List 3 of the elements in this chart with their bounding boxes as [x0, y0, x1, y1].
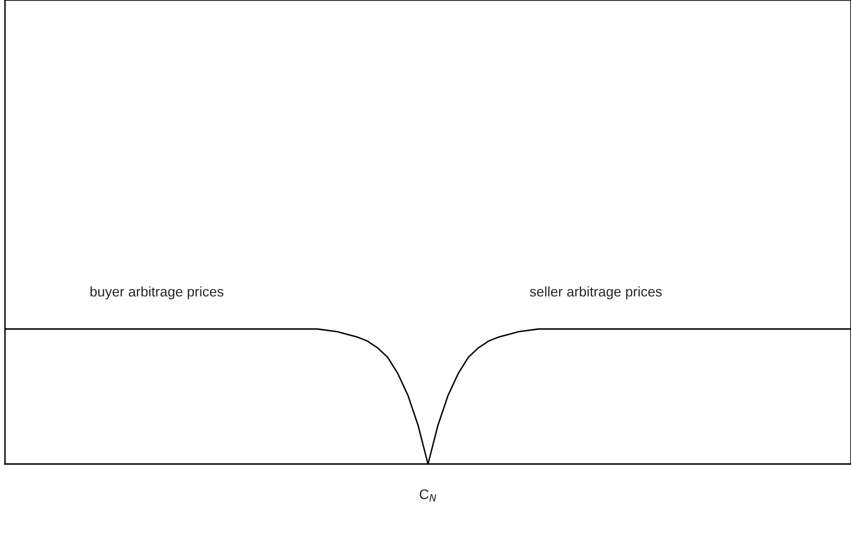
text: C$_{N}$: [420, 489, 436, 502]
text: seller arbitrage prices: [530, 286, 662, 300]
text: buyer arbitrage prices: [90, 286, 224, 300]
